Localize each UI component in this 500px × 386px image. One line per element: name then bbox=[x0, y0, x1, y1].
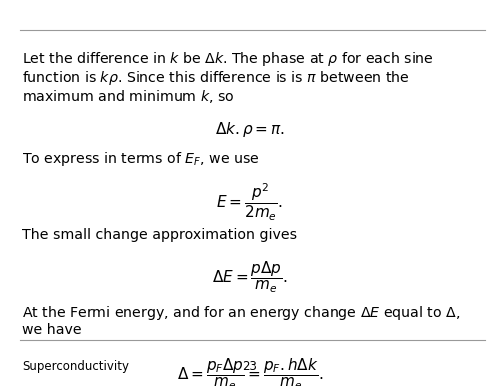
Text: we have: we have bbox=[22, 323, 82, 337]
Text: $\Delta k.\rho = \pi.$: $\Delta k.\rho = \pi.$ bbox=[215, 120, 285, 139]
Text: To express in terms of $E_F$, we use: To express in terms of $E_F$, we use bbox=[22, 150, 260, 168]
Text: $E = \dfrac{p^2}{2m_e}.$: $E = \dfrac{p^2}{2m_e}.$ bbox=[216, 182, 284, 223]
Text: maximum and minimum $k$, so: maximum and minimum $k$, so bbox=[22, 88, 234, 105]
Text: 23: 23 bbox=[242, 360, 258, 373]
Text: Superconductivity: Superconductivity bbox=[22, 360, 129, 373]
Text: The small change approximation gives: The small change approximation gives bbox=[22, 228, 297, 242]
Text: $\Delta = \dfrac{p_F\Delta p}{m_e} = \dfrac{p_F.h\Delta k}{m_e}.$: $\Delta = \dfrac{p_F\Delta p}{m_e} = \df… bbox=[177, 357, 323, 386]
Text: $\Delta E = \dfrac{p\Delta p}{m_e}.$: $\Delta E = \dfrac{p\Delta p}{m_e}.$ bbox=[212, 260, 288, 295]
Text: function is $k\rho$. Since this difference is is $\pi$ between the: function is $k\rho$. Since this differen… bbox=[22, 69, 409, 87]
Text: Let the difference in $k$ be $\Delta k$. The phase at $\rho$ for each sine: Let the difference in $k$ be $\Delta k$.… bbox=[22, 50, 434, 68]
Text: At the Fermi energy, and for an energy change $\Delta E$ equal to $\Delta$,: At the Fermi energy, and for an energy c… bbox=[22, 304, 460, 322]
